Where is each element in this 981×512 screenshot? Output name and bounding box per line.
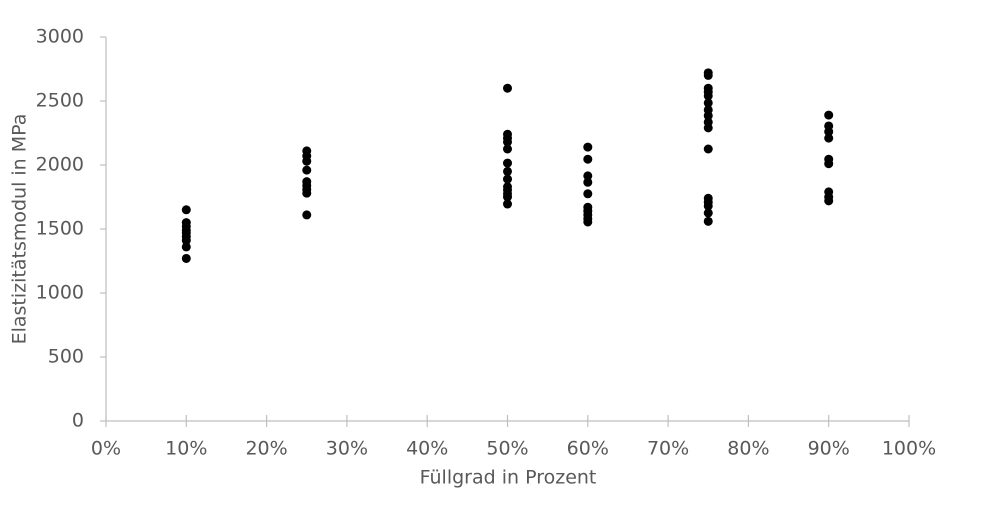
x-tick-label: 90% <box>808 438 850 460</box>
y-tick-label: 0 <box>72 410 84 432</box>
point <box>503 166 512 176</box>
point <box>503 144 512 154</box>
point <box>181 242 191 252</box>
y-tick-label: 2000 <box>36 154 84 176</box>
x-tick-label: 10% <box>165 438 207 460</box>
point <box>503 199 512 209</box>
point <box>302 165 312 175</box>
point <box>703 144 713 154</box>
point <box>583 154 593 164</box>
x-tick-label: 80% <box>727 438 769 460</box>
y-axis-label: Elastizitätsmodul in MPa <box>9 114 31 345</box>
point <box>503 192 512 202</box>
x-tick-label: 40% <box>406 438 448 460</box>
point <box>703 91 713 101</box>
point <box>824 110 834 120</box>
point <box>503 174 512 184</box>
point <box>302 188 312 198</box>
point <box>503 158 512 168</box>
x-tick-label: 70% <box>647 438 689 460</box>
x-tick-label: 20% <box>245 438 287 460</box>
point <box>703 98 713 108</box>
x-tick-label: 30% <box>326 438 368 460</box>
point <box>824 159 834 169</box>
y-tick-label: 3000 <box>36 26 84 48</box>
point <box>703 216 713 226</box>
y-tick-label: 500 <box>48 346 84 368</box>
point <box>703 111 713 121</box>
point <box>583 177 593 187</box>
point <box>703 201 713 211</box>
x-tick-label: 50% <box>486 438 528 460</box>
point <box>503 137 512 147</box>
y-tick-label: 1500 <box>36 218 84 240</box>
point <box>302 156 312 166</box>
x-tick-label: 100% <box>882 438 936 460</box>
point <box>181 236 191 246</box>
x-tick-label: 0% <box>91 438 121 460</box>
point <box>583 189 593 199</box>
point <box>302 210 312 220</box>
x-axis-label: Füllgrad in Prozent <box>420 467 597 489</box>
point <box>503 83 512 93</box>
point <box>703 208 713 218</box>
point <box>824 196 834 206</box>
point <box>583 142 593 152</box>
point <box>703 70 713 80</box>
y-tick-label: 1000 <box>36 282 84 304</box>
point <box>824 133 834 143</box>
point <box>181 205 191 215</box>
y-tick-label: 2500 <box>36 90 84 112</box>
point <box>181 253 191 263</box>
point <box>583 171 593 181</box>
point <box>703 123 713 133</box>
point <box>824 127 834 137</box>
x-tick-label: 60% <box>567 438 609 460</box>
point <box>583 217 593 227</box>
